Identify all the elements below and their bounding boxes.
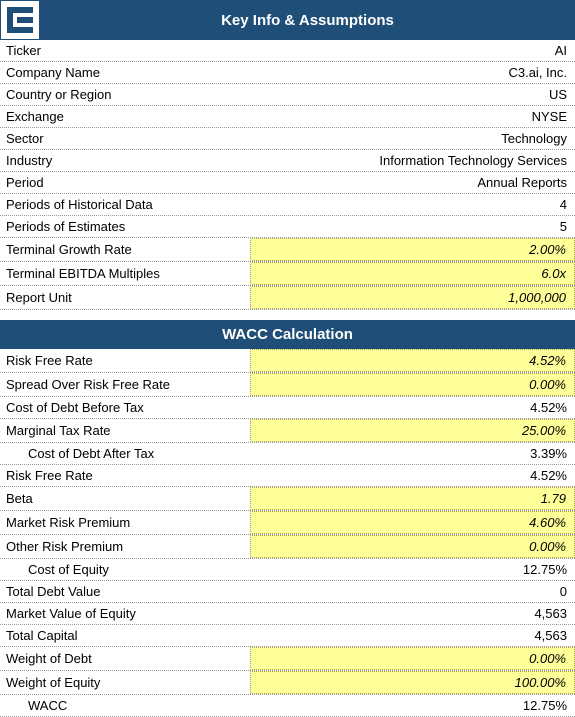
row-value: 3.39% [250, 443, 575, 464]
row-label: Beta [0, 488, 250, 509]
row-value: 0.00% [250, 647, 575, 670]
row-value: 1,000,000 [250, 286, 575, 309]
row-value: 4,563 [250, 603, 575, 624]
row-label: Risk Free Rate [0, 350, 250, 371]
row-label: Sector [0, 128, 250, 149]
row-value: 0 [250, 581, 575, 602]
table-row: Company NameC3.ai, Inc. [0, 62, 575, 84]
row-label: Periods of Estimates [0, 216, 250, 237]
row-value: US [250, 84, 575, 105]
row-value: 1.79 [250, 487, 575, 510]
section-title-key-info: Key Info & Assumptions [40, 0, 575, 40]
row-label: Cost of Equity [0, 559, 250, 580]
row-value: 100.00% [250, 671, 575, 694]
table-row: SectorTechnology [0, 128, 575, 150]
table-row: Cost of Debt Before Tax4.52% [0, 397, 575, 419]
row-label: Cost of Debt Before Tax [0, 397, 250, 418]
row-label: Exchange [0, 106, 250, 127]
row-label: Total Capital [0, 625, 250, 646]
row-label: Spread Over Risk Free Rate [0, 374, 250, 395]
row-value: 4.52% [250, 465, 575, 486]
table-row: Weight of Equity100.00% [0, 671, 575, 695]
row-value: Annual Reports [250, 172, 575, 193]
row-value: 4.52% [250, 397, 575, 418]
row-label: Weight of Equity [0, 672, 250, 693]
table-row: Periods of Historical Data4 [0, 194, 575, 216]
row-label: Total Debt Value [0, 581, 250, 602]
table-row: ExchangeNYSE [0, 106, 575, 128]
row-label: Industry [0, 150, 250, 171]
row-label: Other Risk Premium [0, 536, 250, 557]
row-value: Technology [250, 128, 575, 149]
row-label: WACC [0, 695, 250, 716]
key-info-table: TickerAICompany NameC3.ai, Inc.Country o… [0, 40, 575, 310]
row-value: 6.0x [250, 262, 575, 285]
table-row: Risk Free Rate4.52% [0, 465, 575, 487]
row-value: 2.00% [250, 238, 575, 261]
table-row: PeriodAnnual Reports [0, 172, 575, 194]
table-row: Marginal Tax Rate25.00% [0, 419, 575, 443]
row-label: Period [0, 172, 250, 193]
row-value: 5 [250, 216, 575, 237]
table-row: Total Debt Value0 [0, 581, 575, 603]
table-row: IndustryInformation Technology Services [0, 150, 575, 172]
table-row: Terminal EBITDA Multiples6.0x [0, 262, 575, 286]
row-value: 4.60% [250, 511, 575, 534]
table-row: TickerAI [0, 40, 575, 62]
row-label: Cost of Debt After Tax [0, 443, 250, 464]
header-key-info: Key Info & Assumptions [0, 0, 575, 40]
row-label: Terminal EBITDA Multiples [0, 263, 250, 284]
table-row: Cost of Equity12.75% [0, 559, 575, 581]
table-row: Terminal Growth Rate2.00% [0, 238, 575, 262]
row-label: Weight of Debt [0, 648, 250, 669]
table-row: Beta1.79 [0, 487, 575, 511]
row-label: Company Name [0, 62, 250, 83]
row-value: NYSE [250, 106, 575, 127]
row-label: Terminal Growth Rate [0, 239, 250, 260]
row-value: 25.00% [250, 419, 575, 442]
row-value: Information Technology Services [250, 150, 575, 171]
row-value: C3.ai, Inc. [250, 62, 575, 83]
table-row: Spread Over Risk Free Rate0.00% [0, 373, 575, 397]
spreadsheet-container: Key Info & Assumptions TickerAICompany N… [0, 0, 575, 717]
row-value: AI [250, 40, 575, 61]
row-label: Ticker [0, 40, 250, 61]
row-label: Risk Free Rate [0, 465, 250, 486]
row-label: Report Unit [0, 287, 250, 308]
table-row: Cost of Debt After Tax3.39% [0, 443, 575, 465]
row-value: 12.75% [250, 559, 575, 580]
table-row: Risk Free Rate4.52% [0, 349, 575, 373]
row-value: 0.00% [250, 373, 575, 396]
row-label: Periods of Historical Data [0, 194, 250, 215]
table-row: Market Risk Premium4.60% [0, 511, 575, 535]
section-title-wacc: WACC Calculation [0, 320, 575, 349]
row-label: Market Risk Premium [0, 512, 250, 533]
row-value: 4.52% [250, 349, 575, 372]
table-row: Country or RegionUS [0, 84, 575, 106]
row-label: Marginal Tax Rate [0, 420, 250, 441]
table-row: Total Capital4,563 [0, 625, 575, 647]
row-value: 0.00% [250, 535, 575, 558]
row-value: 4 [250, 194, 575, 215]
table-row: Periods of Estimates5 [0, 216, 575, 238]
row-value: 4,563 [250, 625, 575, 646]
wacc-table: Risk Free Rate4.52%Spread Over Risk Free… [0, 349, 575, 717]
row-label: Country or Region [0, 84, 250, 105]
table-row: Market Value of Equity4,563 [0, 603, 575, 625]
table-row: WACC12.75% [0, 695, 575, 717]
row-label: Market Value of Equity [0, 603, 250, 624]
table-row: Other Risk Premium0.00% [0, 535, 575, 559]
table-row: Report Unit1,000,000 [0, 286, 575, 310]
table-row: Weight of Debt0.00% [0, 647, 575, 671]
logo-icon [0, 0, 40, 40]
row-value: 12.75% [250, 695, 575, 716]
